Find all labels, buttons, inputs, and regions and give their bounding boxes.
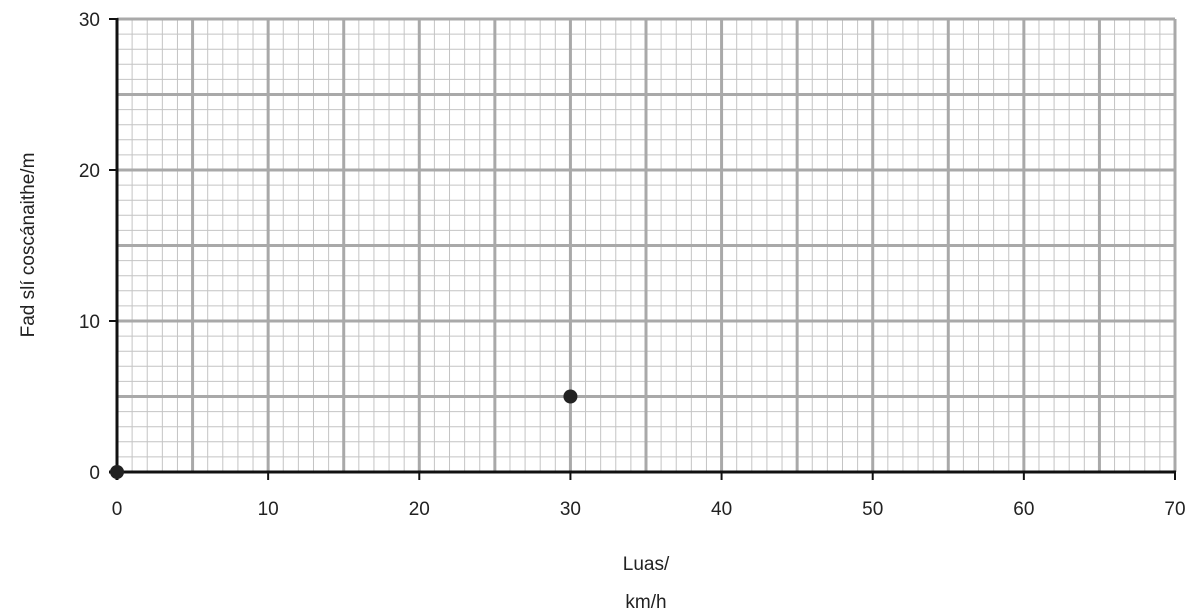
x-tick-label: 40 xyxy=(711,499,732,520)
x-tick-label: 10 xyxy=(258,499,279,520)
y-tick-label: 0 xyxy=(89,463,100,484)
x-axis-title-line-1: Luas/ xyxy=(623,554,670,575)
y-tick-label: 10 xyxy=(79,312,100,333)
y-axis-title: Fad slí coscánaithe/m xyxy=(18,153,39,338)
x-tick-label: 20 xyxy=(409,499,430,520)
y-tick-label: 30 xyxy=(79,10,100,31)
data-points xyxy=(110,389,578,479)
x-axis-title-line-2: km/h xyxy=(625,592,666,613)
grid xyxy=(115,17,1177,474)
axes xyxy=(109,18,1176,480)
data-point xyxy=(110,465,124,479)
data-point xyxy=(563,389,578,404)
tick-labels: 0 10 20 30 40 50 60 70 0 10 20 30 xyxy=(79,10,1186,520)
x-tick-label: 0 xyxy=(112,499,123,520)
y-tick-label: 20 xyxy=(79,161,100,182)
x-tick-label: 50 xyxy=(862,499,883,520)
x-tick-label: 70 xyxy=(1164,499,1185,520)
x-tick-label: 30 xyxy=(560,499,581,520)
x-tick-label: 60 xyxy=(1013,499,1034,520)
